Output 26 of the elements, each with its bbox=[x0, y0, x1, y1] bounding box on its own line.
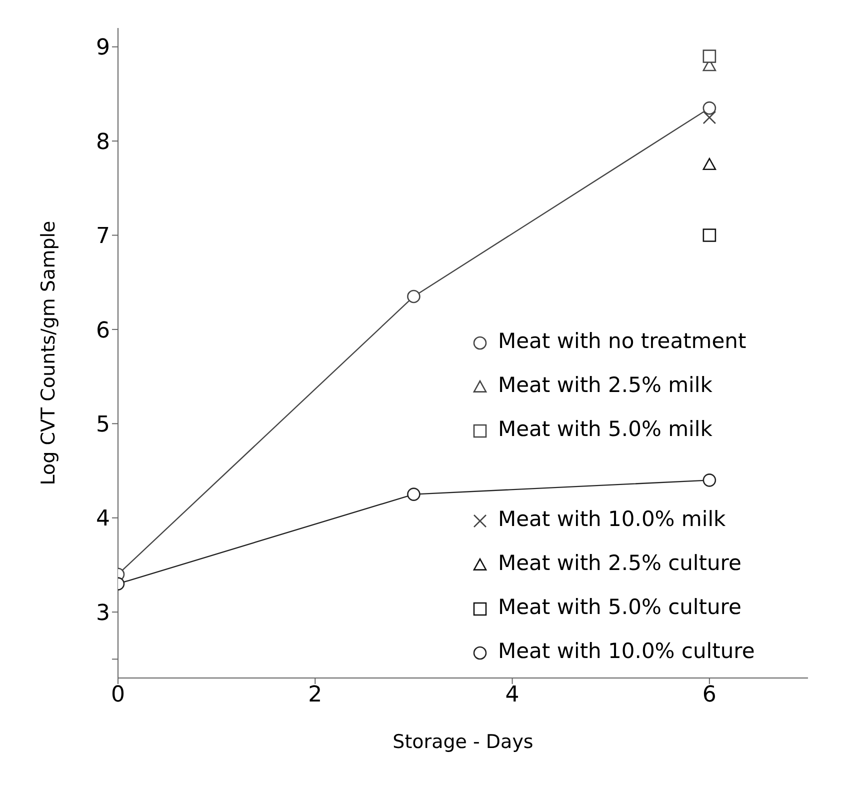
point bbox=[702, 474, 716, 487]
y-tick-label: 6 bbox=[96, 318, 110, 344]
x-tick-label: 2 bbox=[308, 682, 322, 708]
point bbox=[702, 101, 716, 115]
y-tick-label: 4 bbox=[96, 506, 110, 532]
y-tick-label: 9 bbox=[96, 36, 110, 61]
legend-label: Meat with 2.5% milk bbox=[498, 373, 712, 397]
y-tick-label: 5 bbox=[96, 412, 110, 438]
y-tick-label: 3 bbox=[96, 600, 110, 626]
x-tick-label: 4 bbox=[505, 682, 520, 708]
x-tick-label: 6 bbox=[702, 682, 716, 708]
point bbox=[702, 158, 716, 170]
x-tick-label: 0 bbox=[111, 682, 125, 708]
point bbox=[702, 110, 716, 124]
legend-label: Meat with 2.5% culture bbox=[498, 551, 742, 575]
y-tick-label: 8 bbox=[96, 130, 110, 155]
legend-label: Meat with 10.0% milk bbox=[498, 507, 726, 531]
legend-label: Meat with 10.0% culture bbox=[498, 639, 755, 663]
x-axis-title: Storage - Days bbox=[392, 731, 534, 753]
y-tick-label: 7 bbox=[96, 224, 110, 250]
y-axis-title: Log CVT Counts/gm Sample bbox=[38, 220, 60, 486]
legend-label: Meat with 5.0% culture bbox=[498, 595, 742, 619]
point bbox=[702, 228, 716, 242]
legend-label: Meat with no treatment bbox=[498, 329, 746, 353]
legend-label: Meat with 5.0% milk bbox=[498, 417, 712, 441]
point bbox=[702, 50, 716, 63]
